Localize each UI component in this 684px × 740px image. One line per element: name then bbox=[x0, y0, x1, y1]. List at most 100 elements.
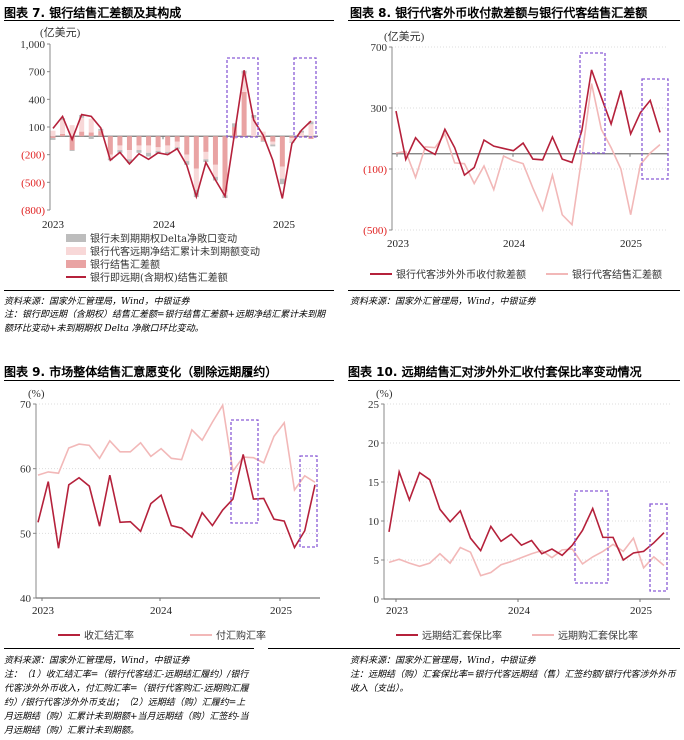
chart8-title: 图表 8. 银行代客外币收付款差额与银行代客结售汇差额 bbox=[350, 6, 648, 20]
axis-unit: (%) bbox=[28, 388, 45, 400]
bar-delta bbox=[136, 150, 142, 153]
y-tick-label: 700 bbox=[29, 67, 46, 79]
bar-settlement bbox=[251, 136, 257, 137]
legend-swatch bbox=[66, 246, 86, 255]
y-tick-label: 400 bbox=[29, 94, 46, 106]
y-tick-label: 100 bbox=[29, 122, 46, 134]
bar-settlement bbox=[222, 136, 228, 192]
y-tick-label: (500) bbox=[21, 177, 45, 189]
legend-label: 银行代客涉外外币收付款差额 bbox=[396, 270, 526, 281]
legend-swatch bbox=[396, 633, 418, 636]
divider bbox=[4, 290, 334, 291]
bar-forward bbox=[289, 138, 295, 142]
bar-forward bbox=[88, 118, 94, 133]
bar-delta bbox=[69, 150, 75, 151]
y-tick-label: 20 bbox=[368, 438, 380, 450]
y-tick-label: 50 bbox=[20, 528, 32, 540]
bar-settlement bbox=[69, 136, 75, 151]
bar-delta bbox=[126, 159, 132, 163]
highlight-box bbox=[641, 78, 669, 180]
chart9-title: 图表 9. 市场整体结售汇意愿变化（剔除远期履约） bbox=[4, 365, 278, 379]
highlight-box bbox=[293, 57, 317, 138]
legend-label: 银行代客远期净结汇累计未到期额变动 bbox=[90, 247, 260, 258]
divider bbox=[348, 380, 680, 381]
series-line-1 bbox=[388, 536, 665, 577]
y-tick-label: (100) bbox=[363, 164, 387, 176]
bar-delta bbox=[184, 161, 190, 165]
legend-swatch bbox=[370, 272, 392, 275]
series-line-0 bbox=[388, 468, 665, 562]
highlight-box bbox=[649, 503, 668, 592]
bar-settlement bbox=[79, 131, 85, 137]
bar-forward bbox=[50, 130, 56, 137]
highlight-box bbox=[226, 57, 259, 138]
axis-unit: (亿美元) bbox=[40, 26, 81, 39]
x-tick-label: 2025 bbox=[620, 238, 643, 250]
divider bbox=[348, 290, 680, 291]
chart10-title: 图表 10. 远期结售汇对涉外外汇收付套保比率变动情况 bbox=[348, 365, 642, 379]
bar-settlement bbox=[279, 136, 285, 167]
series-line-0 bbox=[395, 69, 661, 177]
bar-forward bbox=[107, 154, 113, 159]
x-tick-label: 2024 bbox=[508, 605, 531, 617]
divider bbox=[4, 380, 334, 381]
bar-forward bbox=[174, 141, 180, 148]
bar-settlement bbox=[50, 136, 56, 139]
bar-forward bbox=[98, 130, 104, 132]
chart7-title: 图表 7. 银行结售汇差额及其构成 bbox=[4, 6, 182, 20]
legend-label: 银行结售汇差额 bbox=[90, 260, 160, 271]
legend-swatch bbox=[546, 272, 568, 275]
bar-settlement bbox=[203, 136, 209, 152]
divider bbox=[4, 20, 334, 21]
bar-forward bbox=[203, 151, 209, 160]
legend-swatch bbox=[66, 259, 86, 268]
x-tick-label: 2025 bbox=[630, 605, 653, 617]
legend-swatch bbox=[190, 633, 212, 636]
bar-forward bbox=[117, 145, 123, 151]
note-text: 注：远期结（购）汇套保比率=银行代客远期结（售）汇签约额/银行代客涉外外币收入（… bbox=[350, 670, 676, 694]
bar-settlement bbox=[98, 130, 104, 137]
bar-settlement bbox=[88, 132, 94, 137]
bar-forward bbox=[165, 145, 171, 152]
x-tick-label: 2023 bbox=[386, 605, 409, 617]
y-tick-label: 10 bbox=[368, 516, 380, 528]
x-tick-label: 2023 bbox=[32, 605, 55, 617]
legend-item: 远期结汇套保比率 bbox=[396, 627, 502, 642]
y-tick-label: (800) bbox=[21, 205, 45, 217]
legend-label: 远期购汇套保比率 bbox=[558, 631, 638, 642]
legend-item: 银行未到期期权Delta净敞口变动 bbox=[66, 230, 237, 245]
bar-delta bbox=[165, 151, 171, 155]
legend-label: 银行即远期(含期权)结售汇差额 bbox=[90, 273, 228, 284]
divider bbox=[348, 20, 680, 21]
bar-delta bbox=[308, 121, 314, 125]
series-line-0 bbox=[52, 70, 312, 200]
bar-settlement bbox=[241, 91, 247, 137]
bar-forward bbox=[241, 73, 247, 92]
bar-delta bbox=[298, 130, 304, 133]
note-text: 注：银行即远期（含期权）结售汇差额=银行结售汇差额+远期净结汇累计未到期额环比变… bbox=[4, 310, 326, 334]
axis-unit: (亿美元) bbox=[384, 30, 425, 43]
x-tick-label: 2025 bbox=[270, 605, 293, 617]
bar-delta bbox=[279, 178, 285, 185]
bar-settlement bbox=[184, 136, 190, 155]
bar-forward bbox=[79, 117, 85, 132]
legend-item: 银行即远期(含期权)结售汇差额 bbox=[66, 269, 228, 284]
x-tick-label: 2023 bbox=[387, 238, 410, 250]
bar-forward bbox=[126, 150, 132, 160]
bar-delta bbox=[232, 123, 238, 127]
source-text: 资料来源：国家外汇管理局，Wind，中银证券 bbox=[4, 297, 190, 307]
highlight-box bbox=[230, 419, 259, 524]
bar-forward bbox=[270, 141, 276, 145]
bar-delta bbox=[270, 144, 276, 147]
bar-settlement bbox=[270, 136, 276, 142]
legend-label: 银行未到期期权Delta净敞口变动 bbox=[90, 234, 238, 245]
bar-forward bbox=[69, 125, 75, 137]
series-line-0 bbox=[37, 454, 316, 550]
bar-settlement bbox=[126, 136, 132, 151]
axis-unit: (%) bbox=[376, 388, 393, 400]
bar-forward bbox=[60, 120, 66, 134]
bar-settlement bbox=[117, 136, 123, 146]
bar-settlement bbox=[174, 136, 180, 142]
legend-swatch bbox=[532, 633, 554, 636]
highlight-box bbox=[574, 490, 609, 584]
